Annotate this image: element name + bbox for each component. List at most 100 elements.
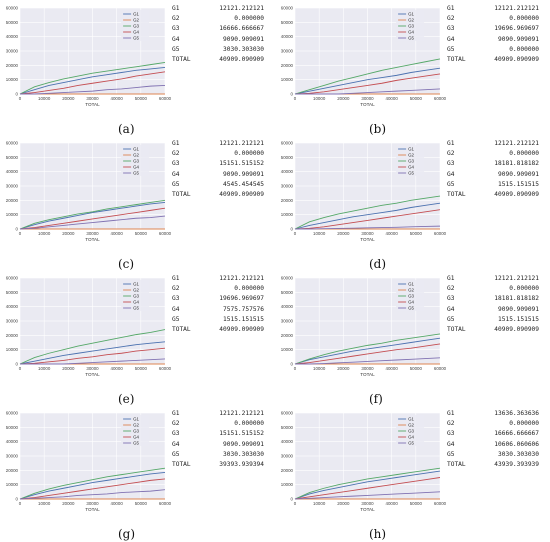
stats-group-label: G3 <box>447 25 455 33</box>
legend <box>396 415 425 446</box>
stats-value: 12121.212121 <box>494 275 539 282</box>
stats-table: G1 12121.212121 G2 0.000000 G3 15151.515152 G4… <box>172 409 264 470</box>
stats-value: 9090.909091 <box>223 170 264 178</box>
legend-label: G4 <box>133 300 139 305</box>
stats-value: 3030.303030 <box>498 450 539 458</box>
stats-group-label: G3 <box>172 160 180 168</box>
series-line-g5 <box>295 88 441 95</box>
x-tick-label: 0 <box>19 96 22 101</box>
stats-group-label: G1 <box>172 5 180 12</box>
stats-value: 0.000000 <box>234 15 264 23</box>
series-line-g1 <box>19 472 166 500</box>
x-tick-label: 0 <box>19 501 22 506</box>
series-line-g1 <box>19 67 166 95</box>
y-tick-label: 40000 <box>6 304 19 309</box>
stats-row: G1 12121.212121 <box>447 4 539 14</box>
stats-table: G1 12121.212121 G2 0.000000 G3 18181.818182 G4… <box>447 274 539 335</box>
chart-panel: 0 10000 20000 30000 40000 50000 60000 0 10000 200… <box>0 135 275 271</box>
stats-group-label: TOTAL <box>172 56 191 64</box>
stats-row: G5 4545.454545 <box>172 180 264 190</box>
legend-label: G1 <box>408 147 414 152</box>
x-tick-label: 0 <box>19 231 22 236</box>
stats-row: G1 12121.212121 <box>447 139 539 149</box>
x-tick-label: 50000 <box>410 366 423 371</box>
stats-table: G1 12121.212121 G2 0.000000 G3 19696.969697 G4… <box>447 4 539 65</box>
stats-value: 19696.969697 <box>494 25 539 33</box>
stats-row: G2 0.000000 <box>172 419 264 429</box>
stats-group-label: G3 <box>172 430 180 438</box>
stats-value: 16666.666667 <box>219 25 264 33</box>
y-tick-label: 20000 <box>6 198 19 203</box>
series-line-g5 <box>19 215 166 230</box>
line-chart: 0 10000 20000 30000 40000 50000 60000 0 10000 200… <box>6 141 172 243</box>
stats-group-label: G2 <box>172 285 180 293</box>
stats-group-label: TOTAL <box>172 326 191 334</box>
stats-value: 16666.666667 <box>494 430 539 438</box>
stats-group-label: TOTAL <box>447 461 466 469</box>
legend-label: G3 <box>133 24 139 29</box>
y-tick-label: 60000 <box>281 276 294 281</box>
legend-label: G2 <box>408 153 414 158</box>
x-tick-label: 10000 <box>313 366 326 371</box>
legend-label: G1 <box>133 147 139 152</box>
series-line-g4 <box>294 209 441 230</box>
stats-value: 0.000000 <box>509 420 539 428</box>
stats-value: 39393.939394 <box>219 461 264 469</box>
stats-row: G5 1515.151515 <box>447 315 539 325</box>
x-tick-label: 40000 <box>111 96 124 101</box>
x-tick-label: 50000 <box>135 501 148 506</box>
y-tick-label: 60000 <box>6 141 19 146</box>
stats-row: G2 0.000000 <box>172 14 264 24</box>
x-tick-label: 20000 <box>62 96 75 101</box>
legend-label: G5 <box>408 36 414 41</box>
legend-label: G2 <box>133 153 139 158</box>
stats-value: 0.000000 <box>509 45 539 53</box>
x-tick-label: 50000 <box>135 231 148 236</box>
stats-row: TOTAL 43939.393939 <box>447 460 539 470</box>
series-line-g4 <box>294 73 441 95</box>
stats-value: 0.000000 <box>509 150 539 158</box>
stats-row: G3 15151.515152 <box>172 429 264 439</box>
legend-label: G1 <box>133 12 139 17</box>
legend-label: G3 <box>408 294 414 299</box>
x-tick-label: 30000 <box>361 231 374 236</box>
y-tick-label: 40000 <box>281 439 294 444</box>
series-line-g3 <box>294 333 441 365</box>
x-tick-label: 10000 <box>313 231 326 236</box>
legend-label: G2 <box>408 423 414 428</box>
stats-value: 3030.303030 <box>223 45 264 53</box>
stats-row: G4 9090.909091 <box>172 35 264 45</box>
legend <box>396 10 425 41</box>
chart-panel: 0 10000 20000 30000 40000 50000 60000 0 10000 200… <box>275 135 550 271</box>
stats-value: 15151.515152 <box>219 160 264 168</box>
stats-value: 9090.909091 <box>223 35 264 43</box>
series-line-g4 <box>19 478 166 500</box>
y-tick-label: 30000 <box>281 49 294 54</box>
stats-value: 12121.212121 <box>219 140 264 147</box>
subfigure-caption: (g) <box>118 527 136 541</box>
stats-group-label: G5 <box>172 180 180 188</box>
stats-row: G4 9090.909091 <box>447 305 539 315</box>
x-tick-label: 40000 <box>111 501 124 506</box>
stats-group-label: G3 <box>447 430 455 438</box>
stats-row: G5 3030.303030 <box>172 45 264 55</box>
x-tick-label: 10000 <box>38 501 51 506</box>
chart-panel: 0 10000 20000 30000 40000 50000 60000 0 10000 200… <box>275 0 550 136</box>
legend-label: G4 <box>408 165 414 170</box>
series-line-g5 <box>19 489 166 500</box>
legend-label: G5 <box>408 441 414 446</box>
stats-row: G3 19696.969697 <box>172 294 264 304</box>
stats-table: G1 13636.363636 G2 0.000000 G3 16666.666667 G4… <box>447 409 539 470</box>
legend-label: G2 <box>133 423 139 428</box>
stats-value: 40909.090909 <box>494 56 539 64</box>
y-tick-label: 10000 <box>6 212 19 217</box>
series-line-g5 <box>20 358 166 365</box>
y-tick-label: 40000 <box>281 34 294 39</box>
stats-group-label: G5 <box>172 45 180 53</box>
legend-label: G3 <box>408 24 414 29</box>
stats-value: 12121.212121 <box>494 5 539 12</box>
x-tick-label: 0 <box>294 231 297 236</box>
series-line-g3 <box>19 467 166 500</box>
stats-group-label: G1 <box>172 140 180 147</box>
stats-value: 0.000000 <box>234 285 264 293</box>
